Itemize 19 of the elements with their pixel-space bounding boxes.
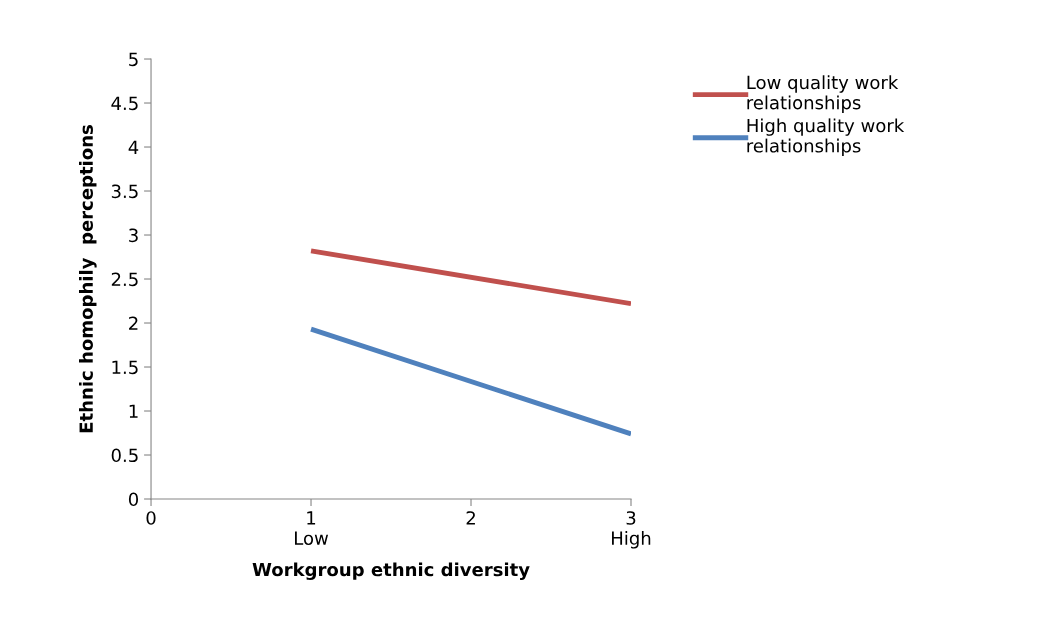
y-tick-label: 5 bbox=[129, 52, 138, 67]
y-tick-label: 4 bbox=[128, 140, 139, 154]
y-tick-label: 2 bbox=[129, 316, 138, 330]
x-axis-title: Workgroup ethnic diversity bbox=[252, 562, 530, 581]
y-tick-label: 0 bbox=[128, 492, 139, 507]
y-tick-label: 1.5 bbox=[112, 360, 138, 375]
legend-label: Low quality work relationships bbox=[747, 75, 899, 113]
y-tick-label: 1 bbox=[129, 404, 138, 418]
legend-label: High quality work relationships bbox=[747, 118, 905, 157]
x-tick-label: 1 Low bbox=[295, 511, 329, 546]
y-tick-label: 0.5 bbox=[111, 448, 138, 463]
x-tick-label: 2 bbox=[466, 511, 475, 525]
y-tick-label: 4.5 bbox=[111, 96, 138, 111]
x-tick-label: 3 High bbox=[612, 511, 651, 549]
y-tick-label: 3.5 bbox=[111, 184, 138, 199]
y-tick-label: 2.5 bbox=[111, 272, 138, 287]
y-tick-label: 3 bbox=[129, 228, 138, 243]
y-axis-title: Ethnic homophily perceptions bbox=[79, 125, 97, 433]
x-tick-label: 0 bbox=[146, 511, 156, 525]
